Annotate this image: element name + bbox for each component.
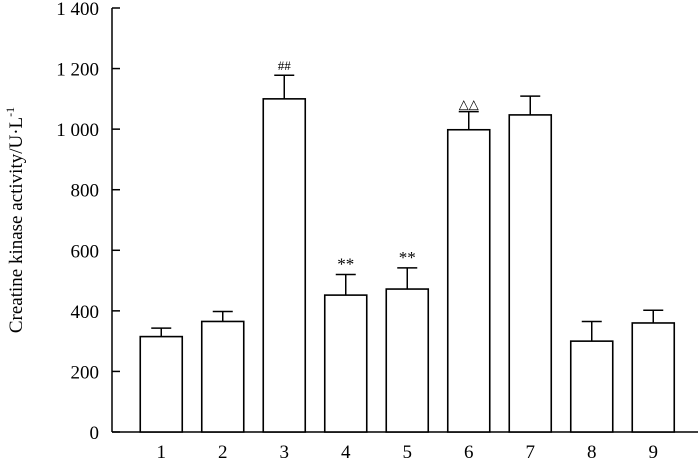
y-axis-title-text: Creatine kinase activity/U·L [6, 117, 27, 333]
y-tick-label: 200 [71, 362, 100, 383]
y-tick-label: 600 [71, 241, 100, 262]
significance-label-6: △△ [459, 97, 479, 112]
significance-label-5: ** [399, 248, 416, 267]
bar-3 [262, 98, 307, 433]
y-axis-title: Creatine kinase activity/U·L-1 [3, 107, 27, 333]
significance-label-3: ## [278, 58, 292, 73]
x-tick-label: 5 [403, 442, 413, 460]
x-tick-label: 2 [218, 442, 228, 460]
bar-6 [446, 128, 491, 433]
bar-5 [385, 288, 430, 433]
bars [139, 74, 676, 433]
x-tick-label: 3 [280, 442, 290, 460]
labels: Creatine kinase activity/U·L-1 ## ** ** △△ [3, 58, 479, 333]
bar-9 [631, 322, 676, 433]
y-tick-label: 1 200 [56, 60, 99, 81]
bar-1 [139, 335, 184, 433]
y-tick-label: 400 [71, 302, 100, 323]
bar-4 [323, 294, 368, 433]
bar-7 [508, 114, 553, 433]
y-tick-label: 800 [71, 181, 100, 202]
x-tick-label: 1 [157, 442, 167, 460]
significance-label-4: ** [337, 255, 354, 274]
x-tick-label: 7 [526, 442, 536, 460]
bar-8 [569, 340, 614, 433]
x-tick-label: 4 [341, 442, 351, 460]
x-tick-label: 9 [649, 442, 659, 460]
y-axis-title-superscript: -1 [3, 107, 17, 117]
y-tick-label: 0 [90, 423, 100, 444]
x-tick-label: 8 [587, 442, 597, 460]
y-tick-label: 1 000 [56, 120, 99, 141]
y-axis: 0 200 400 600 800 1 000 1 200 1 400 [56, 0, 120, 444]
y-tick-label: 1 400 [56, 0, 99, 20]
bar-2 [200, 320, 245, 433]
x-tick-label: 6 [464, 442, 474, 460]
